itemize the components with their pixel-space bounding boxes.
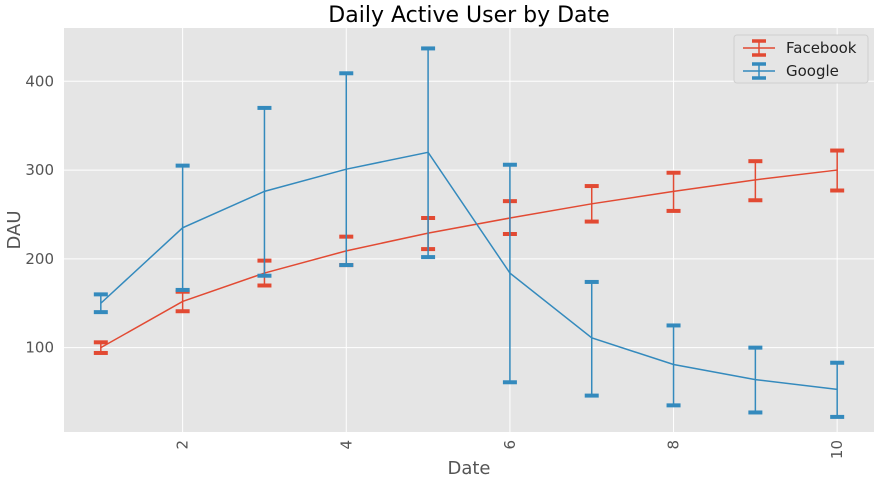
y-tick-label: 400 <box>25 72 54 90</box>
x-tick-label: 6 <box>501 440 519 450</box>
legend-label-facebook: Facebook <box>786 39 857 57</box>
y-tick-label: 300 <box>25 161 54 179</box>
x-axis-label: Date <box>447 458 490 479</box>
series-layer <box>93 46 845 419</box>
x-tick-label: 4 <box>337 440 355 450</box>
legend-symbol-google <box>743 62 775 80</box>
series-line-google <box>100 151 838 391</box>
y-axis-label: DAU <box>4 210 25 249</box>
series-google <box>93 46 845 419</box>
legend-entry-facebook: Facebook <box>743 39 857 57</box>
y-tick-label: 200 <box>25 250 54 268</box>
plot-background <box>64 28 874 432</box>
x-tick-label: 8 <box>665 440 683 450</box>
y-tick-label: 100 <box>25 339 54 357</box>
x-tick-label: 2 <box>174 440 192 450</box>
x-tick-label: 10 <box>828 440 846 459</box>
legend: Facebook Google <box>733 34 869 84</box>
chart-title: Daily Active User by Date <box>328 3 609 28</box>
legend-entry-google: Google <box>743 62 839 80</box>
tick-labels: 2 4 6 8 10 100 200 300 400 <box>25 72 846 459</box>
legend-label-google: Google <box>786 62 839 80</box>
legend-symbol-facebook <box>743 39 775 57</box>
series-line-facebook <box>100 169 838 349</box>
